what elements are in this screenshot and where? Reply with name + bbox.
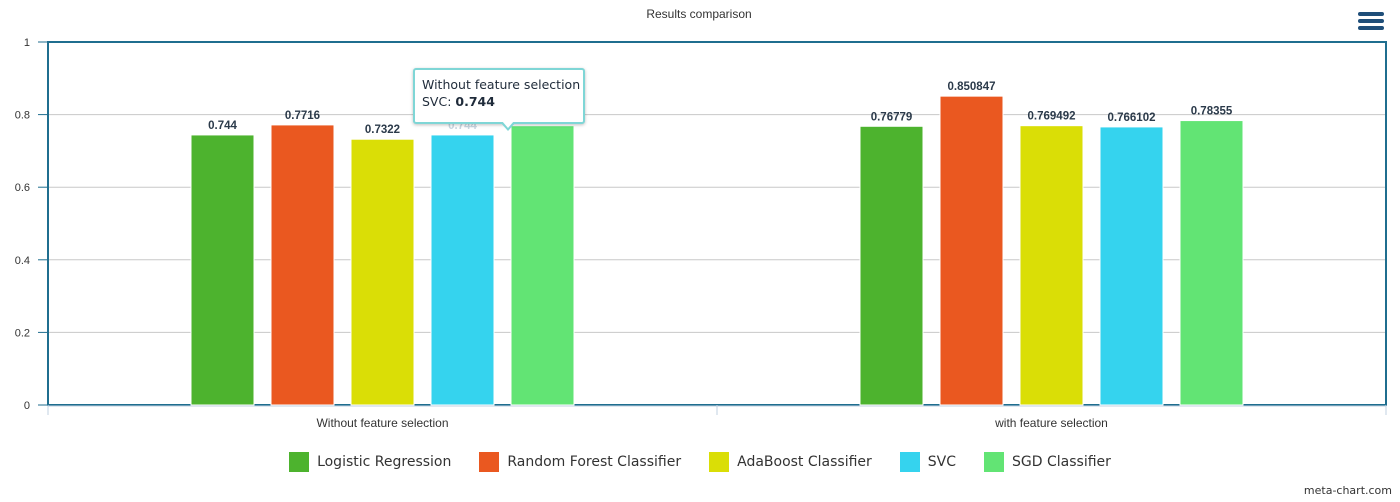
x-tick-label: with feature selection xyxy=(994,416,1108,430)
bar[interactable] xyxy=(1099,126,1164,406)
legend-swatch xyxy=(899,452,920,472)
hamburger-menu-icon[interactable] xyxy=(1358,12,1384,34)
y-tick-label: 0.2 xyxy=(15,327,30,339)
bar[interactable] xyxy=(859,125,924,406)
legend-item[interactable]: SVC xyxy=(899,452,957,472)
bar[interactable] xyxy=(350,138,415,406)
bar[interactable] xyxy=(1179,120,1244,406)
data-label: 0.769492 xyxy=(1028,111,1076,123)
bar[interactable] xyxy=(939,95,1004,406)
data-labels: 0.7440.77160.73220.7440.76940.767790.850… xyxy=(208,81,1233,136)
bar[interactable] xyxy=(510,125,575,406)
data-label: 0.766102 xyxy=(1108,112,1156,124)
credit-text[interactable]: meta-chart.com xyxy=(1303,484,1392,497)
legend-label: SVC xyxy=(927,454,957,470)
y-tick-label: 1 xyxy=(24,37,30,49)
x-axis: Without feature selection with feature se… xyxy=(47,405,1387,430)
legend-label: Logistic Regression xyxy=(317,454,452,470)
legend-swatch xyxy=(984,452,1005,472)
tooltip-arrow-inner xyxy=(502,121,514,128)
legend-swatch xyxy=(289,452,310,472)
y-axis-ticks: 0 0.2 0.4 0.6 0.8 1 xyxy=(15,37,48,412)
tooltip: Without feature selection SVC: 0.744 xyxy=(413,68,585,124)
bar[interactable] xyxy=(270,124,335,406)
legend-item[interactable]: SGD Classifier xyxy=(984,452,1111,472)
legend-label: Random Forest Classifier xyxy=(507,454,682,470)
legend-label: SGD Classifier xyxy=(1012,454,1111,470)
data-label: 0.76779 xyxy=(871,111,913,123)
legend-label: AdaBoost Classifier xyxy=(737,454,872,470)
data-label: 0.7716 xyxy=(285,110,320,122)
y-tick-label: 0.8 xyxy=(15,110,30,122)
legend-swatch xyxy=(479,452,500,472)
data-label: 0.850847 xyxy=(948,81,996,93)
chart-title: Results comparison xyxy=(646,7,751,21)
y-tick-label: 0 xyxy=(24,400,30,412)
tooltip-value: 0.744 xyxy=(455,94,495,109)
tooltip-category: Without feature selection xyxy=(422,77,581,92)
legend-item[interactable]: Logistic Regression xyxy=(289,452,451,472)
legend-swatch xyxy=(709,452,730,472)
y-tick-label: 0.6 xyxy=(15,182,30,194)
bars xyxy=(190,95,1244,406)
legend-item[interactable]: Random Forest Classifier xyxy=(479,452,681,472)
legend: Logistic Regression Random Forest Classif… xyxy=(0,450,1400,474)
tooltip-series: SVC: xyxy=(422,94,456,109)
bar[interactable] xyxy=(430,134,495,406)
bar[interactable] xyxy=(190,134,255,406)
bar[interactable] xyxy=(1019,125,1084,406)
legend-item[interactable]: AdaBoost Classifier xyxy=(709,452,872,472)
data-label: 0.78355 xyxy=(1191,106,1233,118)
y-tick-label: 0.4 xyxy=(15,255,30,267)
data-label: 0.744 xyxy=(208,120,237,132)
data-label: 0.7322 xyxy=(365,124,400,136)
x-tick-label: Without feature selection xyxy=(316,416,448,430)
